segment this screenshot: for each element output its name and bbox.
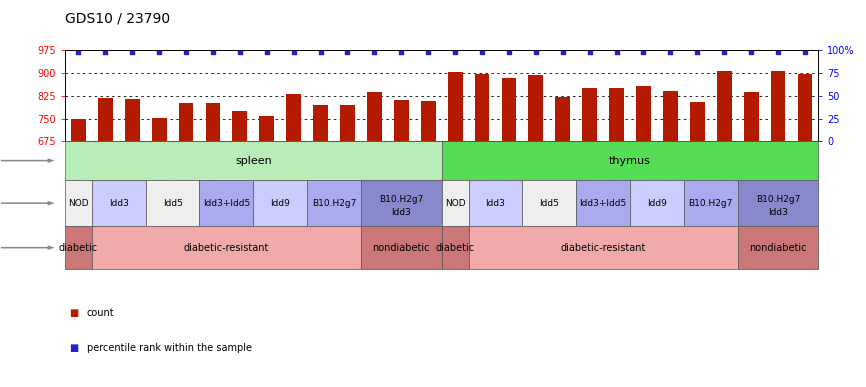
Bar — [475, 74, 489, 141]
Point — [340, 49, 354, 55]
Text: NOD: NOD — [445, 199, 465, 208]
Text: B10.H2g7: B10.H2g7 — [756, 195, 800, 204]
Text: Idd3: Idd3 — [391, 208, 411, 217]
Bar — [152, 118, 166, 141]
Point — [313, 49, 327, 55]
Bar — [205, 103, 220, 141]
Point — [690, 49, 704, 55]
Text: Idd5: Idd5 — [540, 199, 559, 208]
Text: diabetic: diabetic — [436, 243, 475, 253]
Bar — [744, 92, 759, 141]
Point — [152, 49, 166, 55]
Text: nondiabetic: nondiabetic — [372, 243, 430, 253]
Point — [260, 49, 274, 55]
Text: Idd5: Idd5 — [163, 199, 183, 208]
Point — [637, 49, 650, 55]
Bar — [771, 70, 785, 141]
Bar — [421, 101, 436, 141]
Text: ■: ■ — [69, 343, 79, 353]
Text: B10.H2g7: B10.H2g7 — [312, 199, 356, 208]
Point — [287, 49, 301, 55]
Text: Idd3+Idd5: Idd3+Idd5 — [203, 199, 250, 208]
Bar — [232, 111, 248, 141]
Point — [394, 49, 408, 55]
Point — [72, 49, 86, 55]
Bar — [690, 103, 705, 141]
Text: diabetic-resistant: diabetic-resistant — [184, 243, 269, 253]
Bar — [636, 86, 651, 141]
Point — [798, 49, 811, 55]
Point — [717, 49, 731, 55]
Point — [126, 49, 139, 55]
Text: B10.H2g7: B10.H2g7 — [379, 195, 423, 204]
Bar — [178, 103, 193, 141]
Bar — [71, 119, 86, 141]
Bar — [340, 106, 355, 141]
Bar — [582, 87, 597, 141]
Text: diabetic-resistant: diabetic-resistant — [560, 243, 646, 253]
Bar — [663, 91, 678, 141]
Point — [421, 49, 435, 55]
Text: nondiabetic: nondiabetic — [749, 243, 807, 253]
Point — [583, 49, 597, 55]
Point — [610, 49, 624, 55]
Bar — [287, 94, 301, 141]
Text: B10.H2g7: B10.H2g7 — [688, 199, 733, 208]
Bar — [528, 75, 543, 141]
Point — [744, 49, 758, 55]
Text: Idd9: Idd9 — [647, 199, 667, 208]
Point — [233, 49, 247, 55]
Bar — [798, 74, 812, 141]
Text: percentile rank within the sample: percentile rank within the sample — [87, 343, 252, 353]
Bar — [313, 105, 328, 141]
Bar — [717, 71, 732, 141]
Text: Idd3: Idd3 — [109, 199, 129, 208]
Text: GDS10 / 23790: GDS10 / 23790 — [65, 11, 170, 25]
Text: Idd3: Idd3 — [486, 199, 506, 208]
Bar — [448, 72, 462, 141]
Bar — [125, 99, 139, 141]
Text: Idd9: Idd9 — [270, 199, 290, 208]
Bar — [259, 116, 275, 141]
Text: thymus: thymus — [609, 156, 651, 166]
Point — [449, 49, 462, 55]
Bar — [501, 78, 516, 141]
Bar — [555, 97, 570, 141]
Point — [206, 49, 220, 55]
Text: NOD: NOD — [68, 199, 88, 208]
Text: spleen: spleen — [235, 156, 272, 166]
Point — [502, 49, 516, 55]
Point — [179, 49, 193, 55]
Point — [475, 49, 489, 55]
Text: Idd3+Idd5: Idd3+Idd5 — [579, 199, 627, 208]
Point — [663, 49, 677, 55]
Bar — [98, 98, 113, 141]
Bar — [394, 100, 409, 141]
Point — [367, 49, 381, 55]
Point — [771, 49, 785, 55]
Text: diabetic: diabetic — [59, 243, 98, 253]
Bar — [367, 92, 382, 141]
Point — [99, 49, 113, 55]
Text: count: count — [87, 308, 114, 319]
Point — [529, 49, 543, 55]
Bar — [609, 87, 624, 141]
Text: ■: ■ — [69, 308, 79, 319]
Point — [556, 49, 570, 55]
Text: Idd3: Idd3 — [768, 208, 788, 217]
